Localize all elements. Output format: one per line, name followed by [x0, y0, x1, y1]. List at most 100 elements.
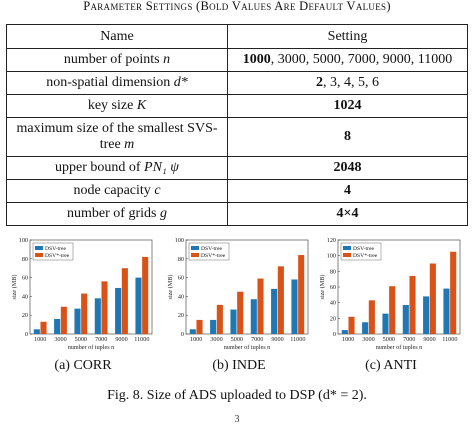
x-tick-label: 3000 — [362, 336, 374, 343]
figure-caption: Fig. 8. Size of ADS uploaded to DSP (d* … — [107, 388, 367, 403]
x-tick-label: 11000 — [442, 336, 457, 343]
page-mark: 3 — [234, 414, 240, 425]
bar-dsv-star-tree — [389, 286, 396, 334]
header-setting: Setting — [227, 24, 468, 49]
legend-label: DSV-tree — [201, 246, 222, 252]
table-row: node capacity c 4 — [6, 179, 468, 203]
param-name: maximum size of the smallest SVS-tree m — [6, 117, 228, 157]
bar-dsv-star-tree — [298, 255, 305, 334]
x-tick-label: 11000 — [290, 336, 305, 343]
y-tick-label: 80 — [178, 256, 184, 263]
param-name: key size K — [6, 94, 228, 118]
table-row: maximum size of the smallest SVS-tree m … — [6, 117, 468, 157]
x-tick-label: 3000 — [210, 336, 222, 343]
legend-label: DSV*-tree — [353, 253, 378, 259]
bar-dsv-tree — [115, 287, 122, 334]
param-setting: 8 — [227, 117, 468, 157]
y-tick-label: 80 — [22, 256, 28, 263]
y-tick-label: 40 — [330, 300, 336, 307]
chart-svg: 0 20 40 60 80 100 120 size (MB) 1000 3000 5000 7000… — [319, 237, 461, 351]
bar-dsv-star-tree — [196, 319, 203, 334]
x-axis-label: number of tuples n — [224, 344, 271, 351]
bar-dsv-tree — [423, 296, 430, 334]
x-tick-label: 1000 — [34, 336, 46, 343]
y-tick-label: 100 — [175, 237, 184, 244]
bar-dsv-tree — [291, 279, 298, 334]
y-tick-label: 40 — [178, 293, 184, 300]
bar-dsv-star-tree — [429, 263, 436, 334]
legend-swatch-dsv-star-tree — [35, 253, 43, 257]
legend-label: DSV-tree — [45, 246, 66, 252]
bar-dsv-tree — [341, 330, 348, 334]
bar-dsv-star-tree — [257, 278, 264, 334]
bar-dsv-tree — [210, 319, 217, 334]
x-tick-label: 1000 — [190, 336, 202, 343]
chart-corr: 0 20 40 60 80 100 size (MB) 1000 3000 5000 7000 900… — [8, 234, 158, 374]
legend-swatch-dsv-star-tree — [191, 253, 199, 257]
bar-dsv-star-tree — [216, 304, 223, 334]
x-axis-label: number of tuples n — [68, 344, 115, 351]
chart-inde: 0 20 40 60 80 100 size (MB) 1000 3000 5000 7000 900… — [164, 234, 314, 374]
bar-dsv-star-tree — [101, 281, 108, 334]
legend-swatch-dsv-tree — [35, 246, 43, 250]
x-tick-label: 11000 — [134, 336, 149, 343]
y-tick-label: 60 — [330, 284, 336, 291]
bar-dsv-tree — [74, 308, 81, 334]
subcaption-b: (b) INDE — [212, 358, 266, 373]
x-tick-label: 5000 — [75, 336, 87, 343]
x-tick-label: 7000 — [403, 336, 415, 343]
param-setting: 2, 3, 4, 5, 6 — [227, 71, 468, 95]
bar-dsv-tree — [33, 329, 40, 334]
legend-label: DSV-tree — [353, 246, 374, 252]
plot-frame — [29, 239, 153, 335]
x-tick-label: 3000 — [54, 336, 66, 343]
y-tick-label: 120 — [327, 237, 336, 244]
y-tick-label: 20 — [330, 315, 336, 322]
x-tick-label: 5000 — [383, 336, 395, 343]
bar-dsv-star-tree — [368, 300, 375, 334]
bar-dsv-tree — [271, 288, 278, 334]
parameter-table: Name Setting number of points n 1000, 30… — [6, 24, 468, 226]
y-tick-label: 60 — [178, 275, 184, 282]
chart-anti: 0 20 40 60 80 100 120 size (MB) 1000 3000 5000 7000… — [316, 234, 466, 374]
param-name: number of points n — [6, 48, 228, 72]
x-tick-label: 1000 — [342, 336, 354, 343]
bar-dsv-tree — [382, 313, 389, 334]
y-tick-label: 20 — [22, 312, 28, 319]
param-setting: 1024 — [227, 94, 468, 118]
x-tick-label: 7000 — [251, 336, 263, 343]
y-axis-label: size (MB) — [11, 275, 18, 300]
x-tick-label: 9000 — [271, 336, 283, 343]
table-caption: Parameter Settings (Bold Values Are Defa… — [83, 0, 391, 13]
bar-dsv-star-tree — [450, 251, 457, 334]
x-axis-label: number of tuples n — [376, 344, 423, 351]
param-name: upper bound of PN₁ ψ — [6, 156, 228, 180]
y-tick-label: 20 — [178, 312, 184, 319]
y-axis-label: size (MB) — [319, 275, 326, 300]
y-tick-label: 80 — [330, 268, 336, 275]
param-name: non-spatial dimension d* — [6, 71, 228, 95]
bar-dsv-star-tree — [60, 306, 67, 334]
bar-dsv-tree — [189, 329, 196, 334]
param-setting: 4×4 — [227, 202, 468, 226]
chart-svg: 0 20 40 60 80 100 size (MB) 1000 3000 5000 7000 900… — [11, 237, 153, 351]
bar-dsv-tree — [94, 298, 101, 334]
bar-dsv-star-tree — [121, 268, 128, 334]
x-tick-label: 9000 — [115, 336, 127, 343]
bar-dsv-star-tree — [237, 291, 244, 334]
bar-dsv-tree — [230, 309, 237, 334]
legend-label: DSV*-tree — [45, 253, 70, 259]
table-row: non-spatial dimension d* 2, 3, 4, 5, 6 — [6, 71, 468, 95]
param-setting: 1000, 3000, 5000, 7000, 9000, 11000 — [227, 48, 468, 72]
legend-swatch-dsv-tree — [343, 246, 351, 250]
subcaption-c: (c) ANTI — [365, 358, 417, 373]
table-row: number of points n 1000, 3000, 5000, 700… — [6, 48, 468, 72]
bar-dsv-tree — [135, 277, 142, 334]
y-tick-label: 40 — [22, 293, 28, 300]
x-tick-label: 9000 — [423, 336, 435, 343]
param-name: node capacity c — [6, 179, 228, 203]
bar-dsv-star-tree — [348, 316, 355, 334]
